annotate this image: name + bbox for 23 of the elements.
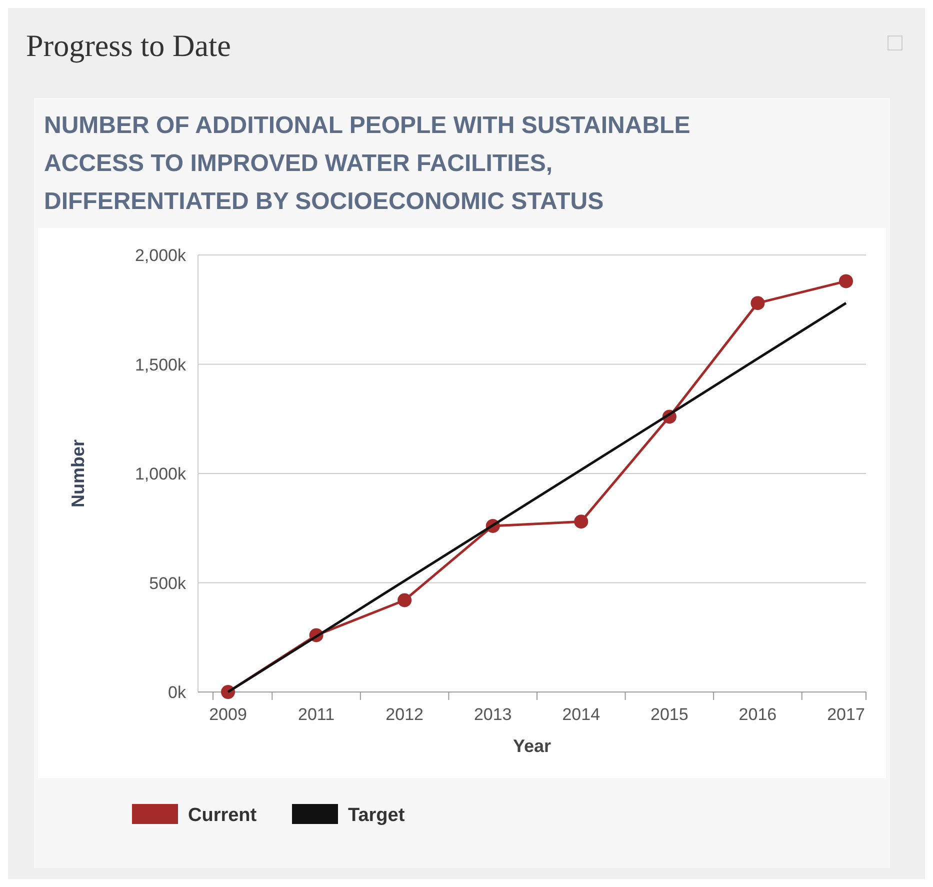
x-tick-label: 2014	[562, 705, 600, 724]
chart-title: Progress to Date	[26, 28, 231, 63]
legend-label: Target	[348, 805, 406, 826]
x-tick-label: 2012	[386, 705, 424, 724]
point	[398, 593, 412, 608]
x-axis-title: Year	[512, 736, 552, 756]
y-tick-label: 1,500k	[134, 355, 186, 374]
y-tick-label: 1,000k	[134, 464, 186, 484]
chart-subtitle: NUMBER OF ADDITIONAL PEOPLE WITH SUSTAINABLE ACCESS TO IMPROVED WATER FACILITIES, DIFFERENTIATED BY SOCIOECONOMIC STATUS	[44, 112, 690, 215]
x-tick-label: 2016	[738, 705, 777, 724]
x-tick-label: 2011	[298, 705, 335, 724]
y-tick-label: 2,000k	[134, 246, 186, 265]
point	[839, 274, 853, 288]
legend-label: Current	[188, 805, 258, 826]
x-tick-label: 2015	[650, 705, 688, 724]
point	[750, 296, 765, 310]
point	[574, 514, 588, 529]
y-axis-title: Number	[68, 439, 88, 508]
x-tick-label: 2009	[209, 705, 247, 724]
x-tick-label: 2013	[474, 705, 512, 724]
x-tick-label: 2017	[827, 705, 865, 724]
y-tick-label: 0k	[168, 683, 186, 702]
y-tick-label: 500k	[149, 574, 186, 593]
